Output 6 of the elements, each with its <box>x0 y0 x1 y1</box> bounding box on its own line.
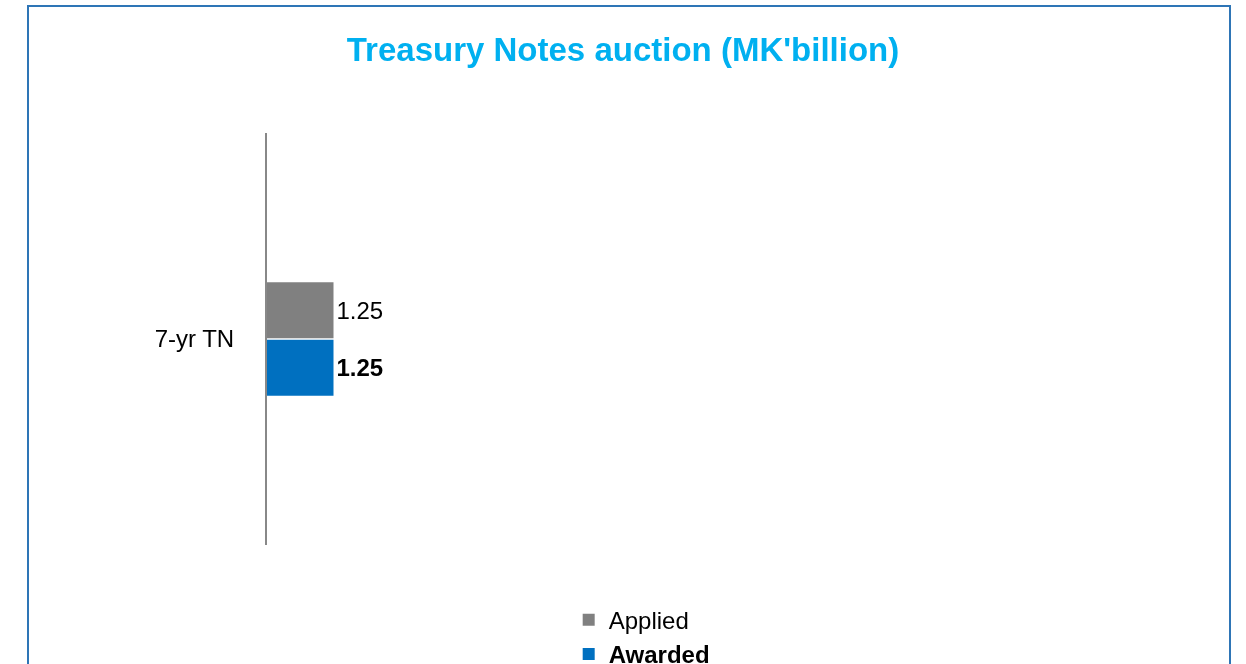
y-tick-label: 7-yr TN <box>154 325 235 353</box>
legend-label: Awarded <box>608 641 710 664</box>
data-label: 1.25 <box>336 354 384 382</box>
text: Treasury Notes auction (MK'billion) <box>346 31 900 69</box>
data-label: 1.25 <box>336 296 384 324</box>
legend-label: Applied <box>608 607 689 635</box>
